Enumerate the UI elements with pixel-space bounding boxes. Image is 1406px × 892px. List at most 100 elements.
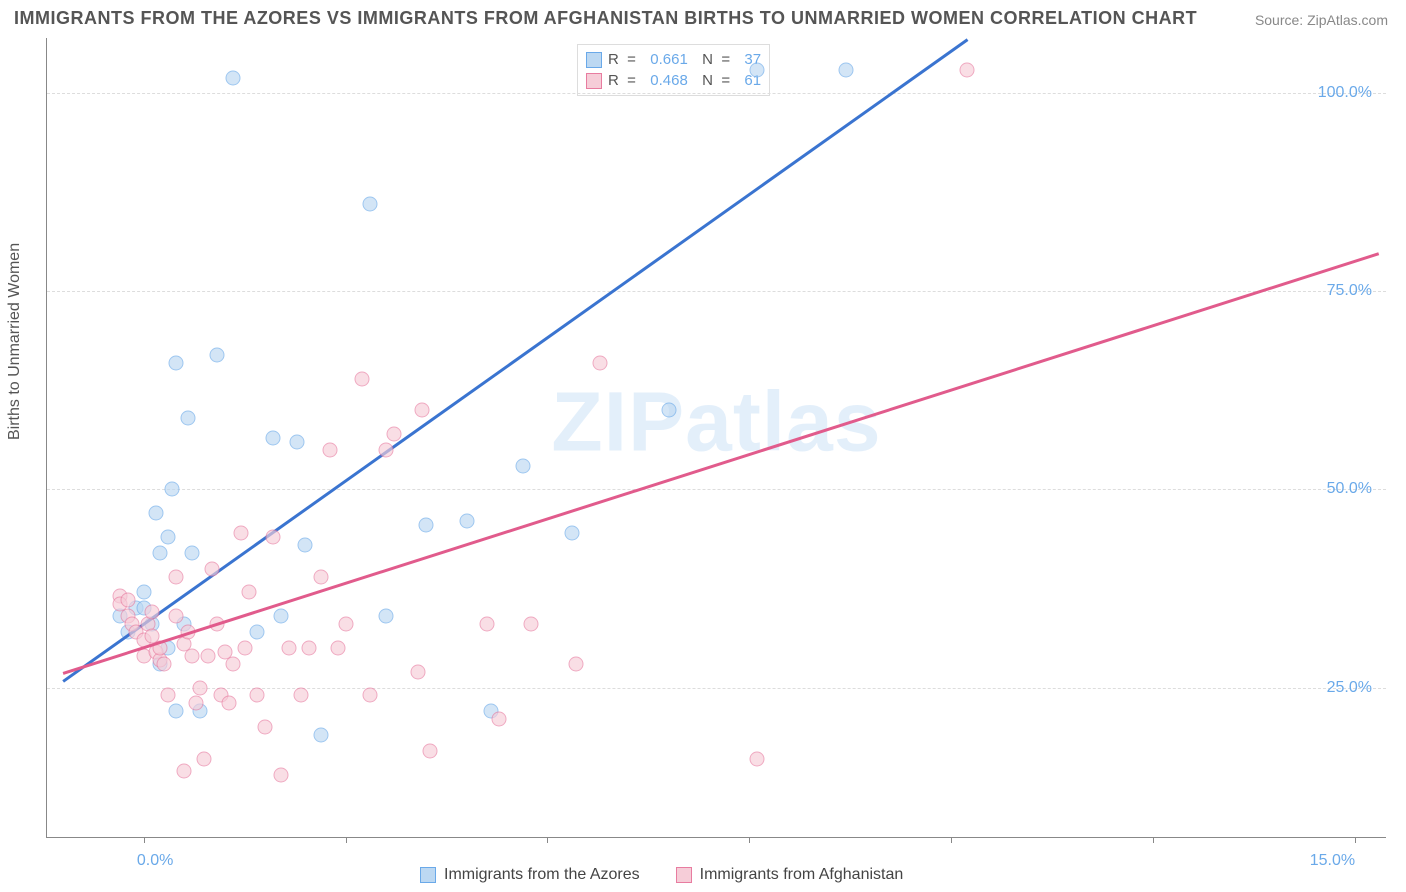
legend-row: R = 0.468 N = 61 (586, 70, 761, 91)
trend-line (62, 38, 968, 682)
data-point (839, 62, 854, 77)
data-point (169, 609, 184, 624)
data-point (290, 434, 305, 449)
data-point (185, 545, 200, 560)
series-legend: Immigrants from the Azores Immigrants fro… (420, 866, 903, 884)
data-point (282, 640, 297, 655)
data-point (181, 411, 196, 426)
data-point (362, 197, 377, 212)
legend-label: Immigrants from Afghanistan (700, 866, 904, 884)
data-point (516, 458, 531, 473)
data-point (257, 720, 272, 735)
legend-n: N = (694, 72, 739, 89)
data-point (592, 355, 607, 370)
data-point (423, 743, 438, 758)
y-tick-label: 100.0% (1318, 84, 1372, 102)
data-point (750, 62, 765, 77)
data-point (169, 569, 184, 584)
data-point (302, 640, 317, 655)
data-point (225, 70, 240, 85)
data-point (205, 561, 220, 576)
legend-n: N = (694, 51, 739, 68)
data-point (492, 712, 507, 727)
data-point (568, 656, 583, 671)
data-point (387, 427, 402, 442)
x-tick (346, 837, 347, 843)
data-point (415, 403, 430, 418)
x-tick (1355, 837, 1356, 843)
data-point (153, 545, 168, 560)
data-point (225, 656, 240, 671)
legend-swatch (586, 73, 602, 89)
data-point (661, 403, 676, 418)
data-point (169, 355, 184, 370)
legend-r: R = (608, 51, 644, 68)
data-point (169, 704, 184, 719)
chart-container: IMMIGRANTS FROM THE AZORES VS IMMIGRANTS… (0, 0, 1406, 892)
trend-line (63, 252, 1380, 674)
data-point (362, 688, 377, 703)
x-tick (749, 837, 750, 843)
data-point (161, 530, 176, 545)
correlation-legend: R = 0.661 N = 37R = 0.468 N = 61 (577, 44, 770, 96)
data-point (314, 569, 329, 584)
data-point (165, 482, 180, 497)
data-point (237, 640, 252, 655)
y-tick-label: 50.0% (1327, 480, 1372, 498)
y-axis-label: Births to Unmarried Women (6, 243, 24, 440)
data-point (144, 605, 159, 620)
data-point (354, 371, 369, 386)
legend-swatch (586, 52, 602, 68)
source-label: Source: ZipAtlas.com (1255, 12, 1388, 28)
legend-r-value: 0.661 (650, 51, 688, 68)
data-point (177, 763, 192, 778)
data-point (419, 518, 434, 533)
data-point (564, 526, 579, 541)
gridline (47, 489, 1386, 490)
x-tick (951, 837, 952, 843)
legend-item: Immigrants from Afghanistan (676, 866, 904, 884)
data-point (411, 664, 426, 679)
plot-area: ZIPatlas R = 0.661 N = 37R = 0.468 N = 6… (46, 38, 1386, 838)
data-point (294, 688, 309, 703)
data-point (266, 431, 281, 446)
legend-r-value: 0.468 (650, 72, 688, 89)
data-point (322, 442, 337, 457)
data-point (314, 728, 329, 743)
data-point (197, 751, 212, 766)
data-point (379, 442, 394, 457)
data-point (524, 617, 539, 632)
data-point (233, 526, 248, 541)
x-tick-label: 15.0% (1310, 852, 1355, 870)
data-point (161, 688, 176, 703)
gridline (47, 291, 1386, 292)
y-tick-label: 75.0% (1327, 282, 1372, 300)
gridline (47, 688, 1386, 689)
data-point (221, 696, 236, 711)
data-point (298, 537, 313, 552)
data-point (459, 514, 474, 529)
data-point (157, 656, 172, 671)
legend-r: R = (608, 72, 644, 89)
x-tick (144, 837, 145, 843)
data-point (960, 62, 975, 77)
data-point (209, 347, 224, 362)
legend-row: R = 0.661 N = 37 (586, 49, 761, 70)
x-tick (1153, 837, 1154, 843)
x-tick-label: 0.0% (137, 852, 173, 870)
legend-item: Immigrants from the Azores (420, 866, 640, 884)
data-point (120, 593, 135, 608)
data-point (338, 617, 353, 632)
data-point (479, 617, 494, 632)
data-point (249, 688, 264, 703)
data-point (185, 648, 200, 663)
legend-label: Immigrants from the Azores (444, 866, 640, 884)
data-point (189, 696, 204, 711)
legend-swatch (420, 867, 436, 883)
gridline (47, 93, 1386, 94)
data-point (330, 640, 345, 655)
data-point (193, 680, 208, 695)
data-point (379, 609, 394, 624)
data-point (274, 609, 289, 624)
data-point (201, 648, 216, 663)
